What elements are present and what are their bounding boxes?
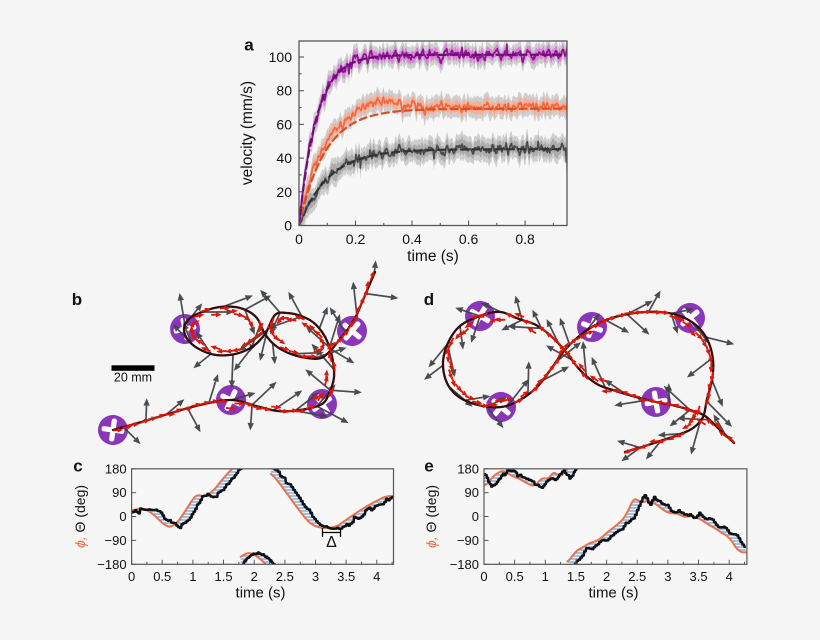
svg-text:ϕ, Θ (deg): ϕ, Θ (deg) (423, 485, 439, 548)
svg-text:180: 180 (105, 461, 127, 476)
svg-text:180: 180 (457, 461, 479, 476)
svg-text:a: a (244, 36, 254, 55)
svg-text:1.5: 1.5 (215, 569, 233, 584)
svg-text:d: d (424, 290, 434, 309)
svg-text:b: b (72, 290, 82, 309)
svg-text:2.5: 2.5 (628, 569, 646, 584)
svg-text:Δ: Δ (326, 534, 337, 551)
svg-text:0.4: 0.4 (402, 231, 422, 247)
svg-text:−180: −180 (97, 557, 126, 572)
svg-text:0: 0 (128, 569, 135, 584)
svg-text:3: 3 (664, 569, 671, 584)
svg-text:−90: −90 (457, 533, 479, 548)
svg-text:1: 1 (542, 569, 549, 584)
svg-text:velocity (mm/s): velocity (mm/s) (239, 81, 256, 185)
svg-text:0.2: 0.2 (346, 231, 366, 247)
svg-text:0: 0 (119, 509, 126, 524)
svg-text:−180: −180 (450, 557, 479, 572)
svg-text:c: c (73, 457, 82, 476)
svg-text:time (s): time (s) (588, 584, 638, 601)
svg-text:1: 1 (189, 569, 196, 584)
svg-text:4: 4 (726, 569, 733, 584)
svg-text:90: 90 (112, 485, 126, 500)
svg-text:3: 3 (312, 569, 319, 584)
svg-text:0.6: 0.6 (459, 231, 479, 247)
svg-text:20 mm: 20 mm (114, 371, 152, 385)
svg-text:0: 0 (284, 218, 292, 234)
svg-text:3.5: 3.5 (337, 569, 355, 584)
svg-text:0.5: 0.5 (506, 569, 524, 584)
svg-text:80: 80 (276, 83, 292, 99)
svg-text:90: 90 (465, 485, 479, 500)
svg-text:1.5: 1.5 (567, 569, 585, 584)
svg-text:0.8: 0.8 (515, 231, 535, 247)
svg-text:time (s): time (s) (407, 248, 459, 265)
svg-text:0.5: 0.5 (153, 569, 171, 584)
svg-text:2.5: 2.5 (276, 569, 294, 584)
svg-text:e: e (424, 457, 433, 476)
svg-text:40: 40 (276, 150, 292, 166)
svg-text:0: 0 (480, 569, 487, 584)
svg-text:−90: −90 (105, 533, 127, 548)
svg-text:20: 20 (276, 184, 292, 200)
svg-text:60: 60 (276, 116, 292, 132)
svg-text:0: 0 (472, 509, 479, 524)
svg-text:4: 4 (373, 569, 380, 584)
svg-text:0: 0 (295, 231, 303, 247)
svg-text:100: 100 (269, 49, 293, 65)
svg-text:3.5: 3.5 (690, 569, 708, 584)
svg-text:2: 2 (603, 569, 610, 584)
svg-text:ϕ, Θ (deg): ϕ, Θ (deg) (72, 485, 88, 548)
svg-text:2: 2 (251, 569, 258, 584)
svg-text:time (s): time (s) (236, 584, 286, 601)
